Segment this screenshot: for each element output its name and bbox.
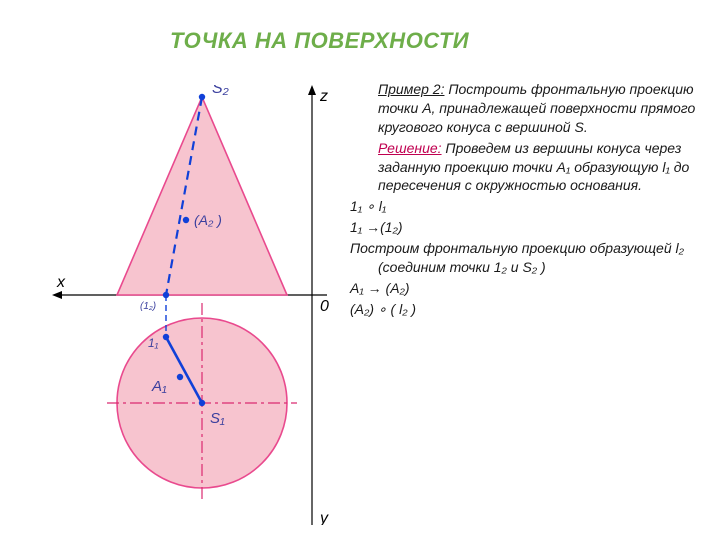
y-axis: y (319, 510, 329, 525)
svg-text:1₁: 1₁ (148, 336, 159, 350)
svg-text:(1₂): (1₂) (140, 301, 156, 312)
page-title: ТОЧКА НА ПОВЕРХНОСТИ (170, 28, 469, 54)
step-2: 1₁ →(1₂) (350, 218, 705, 237)
origin-label: 0 (320, 298, 329, 315)
solution-label: Решение: (378, 140, 442, 156)
explanation-text: Пример 2: Построить фронтальную проекцию… (350, 80, 705, 321)
svg-text:(A₂ ): (A₂ ) (194, 212, 222, 228)
point-S2: S₂ (199, 85, 229, 100)
example-paragraph: Пример 2: Построить фронтальную проекцию… (350, 80, 705, 137)
solution-paragraph: Решение: Проведем из вершины конуса чере… (350, 139, 705, 196)
y-label: y (319, 510, 329, 525)
svg-text:S₂: S₂ (212, 85, 229, 97)
svg-text:A₁: A₁ (151, 378, 167, 395)
step-1: 1₁ ∘ l₁ (350, 197, 705, 216)
cone-triangle (117, 97, 287, 295)
step-5: (А₂) ∘ ( l₂ ) (350, 300, 705, 319)
svg-text:S₁: S₁ (210, 410, 225, 427)
example-label: Пример 2: (378, 81, 444, 97)
x-label: x (56, 274, 66, 291)
geometry-diagram: z y x 0 S₂ (A₂ (52, 85, 337, 525)
z-label: z (319, 88, 328, 105)
step-3: Построим фронтальную проекцию образующей… (350, 239, 705, 277)
step-4: А₁ → (А₂) (350, 279, 705, 298)
